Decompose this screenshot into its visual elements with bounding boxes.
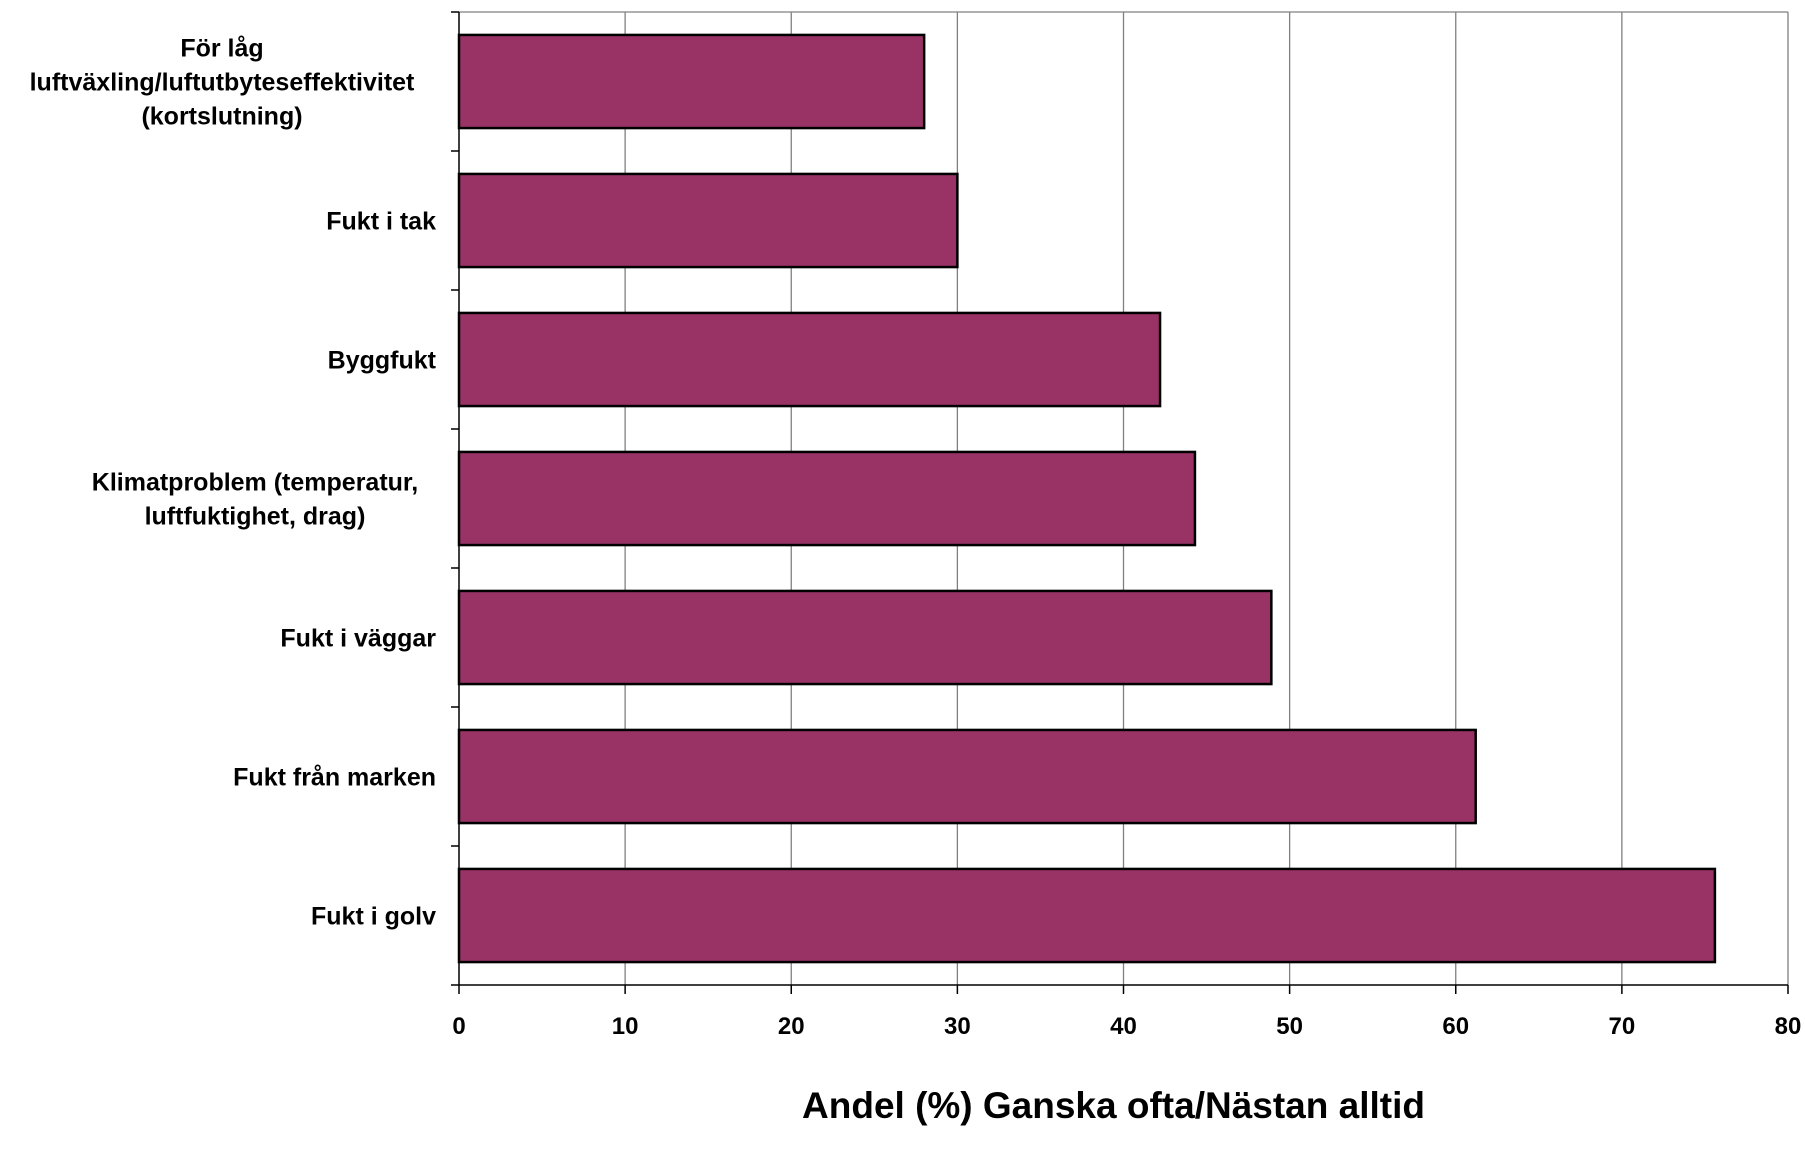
category-label: Fukt i väggar bbox=[280, 625, 436, 653]
bar bbox=[457, 311, 1162, 408]
bar bbox=[457, 867, 1717, 964]
x-tick-label: 0 bbox=[452, 1013, 465, 1040]
x-tick-label: 80 bbox=[1775, 1013, 1802, 1040]
bar bbox=[457, 589, 1273, 686]
x-tick-label: 20 bbox=[778, 1013, 805, 1040]
x-axis-title: Andel (%) Ganska ofta/Nästan alltid bbox=[802, 1085, 1425, 1126]
x-tick-label: 40 bbox=[1110, 1013, 1137, 1040]
category-label: Klimatproblem (temperatur, luftfuktighet,… bbox=[92, 469, 418, 531]
category-label: För låg luftväxling/luftutbyteseffektivit… bbox=[30, 35, 415, 131]
x-tick-label: 50 bbox=[1276, 1013, 1303, 1040]
category-label: Byggfukt bbox=[328, 347, 437, 375]
x-tick-label: 30 bbox=[944, 1013, 971, 1040]
x-tick-label: 10 bbox=[612, 1013, 639, 1040]
bar bbox=[457, 33, 926, 130]
category-label: Fukt i golv bbox=[311, 903, 436, 931]
category-label: Fukt från marken bbox=[233, 764, 436, 792]
bar bbox=[457, 172, 959, 269]
x-tick-label: 60 bbox=[1442, 1013, 1469, 1040]
bar bbox=[457, 728, 1477, 825]
category-label: Fukt i tak bbox=[326, 208, 436, 236]
x-tick-label: 70 bbox=[1609, 1013, 1636, 1040]
bar bbox=[457, 450, 1197, 547]
